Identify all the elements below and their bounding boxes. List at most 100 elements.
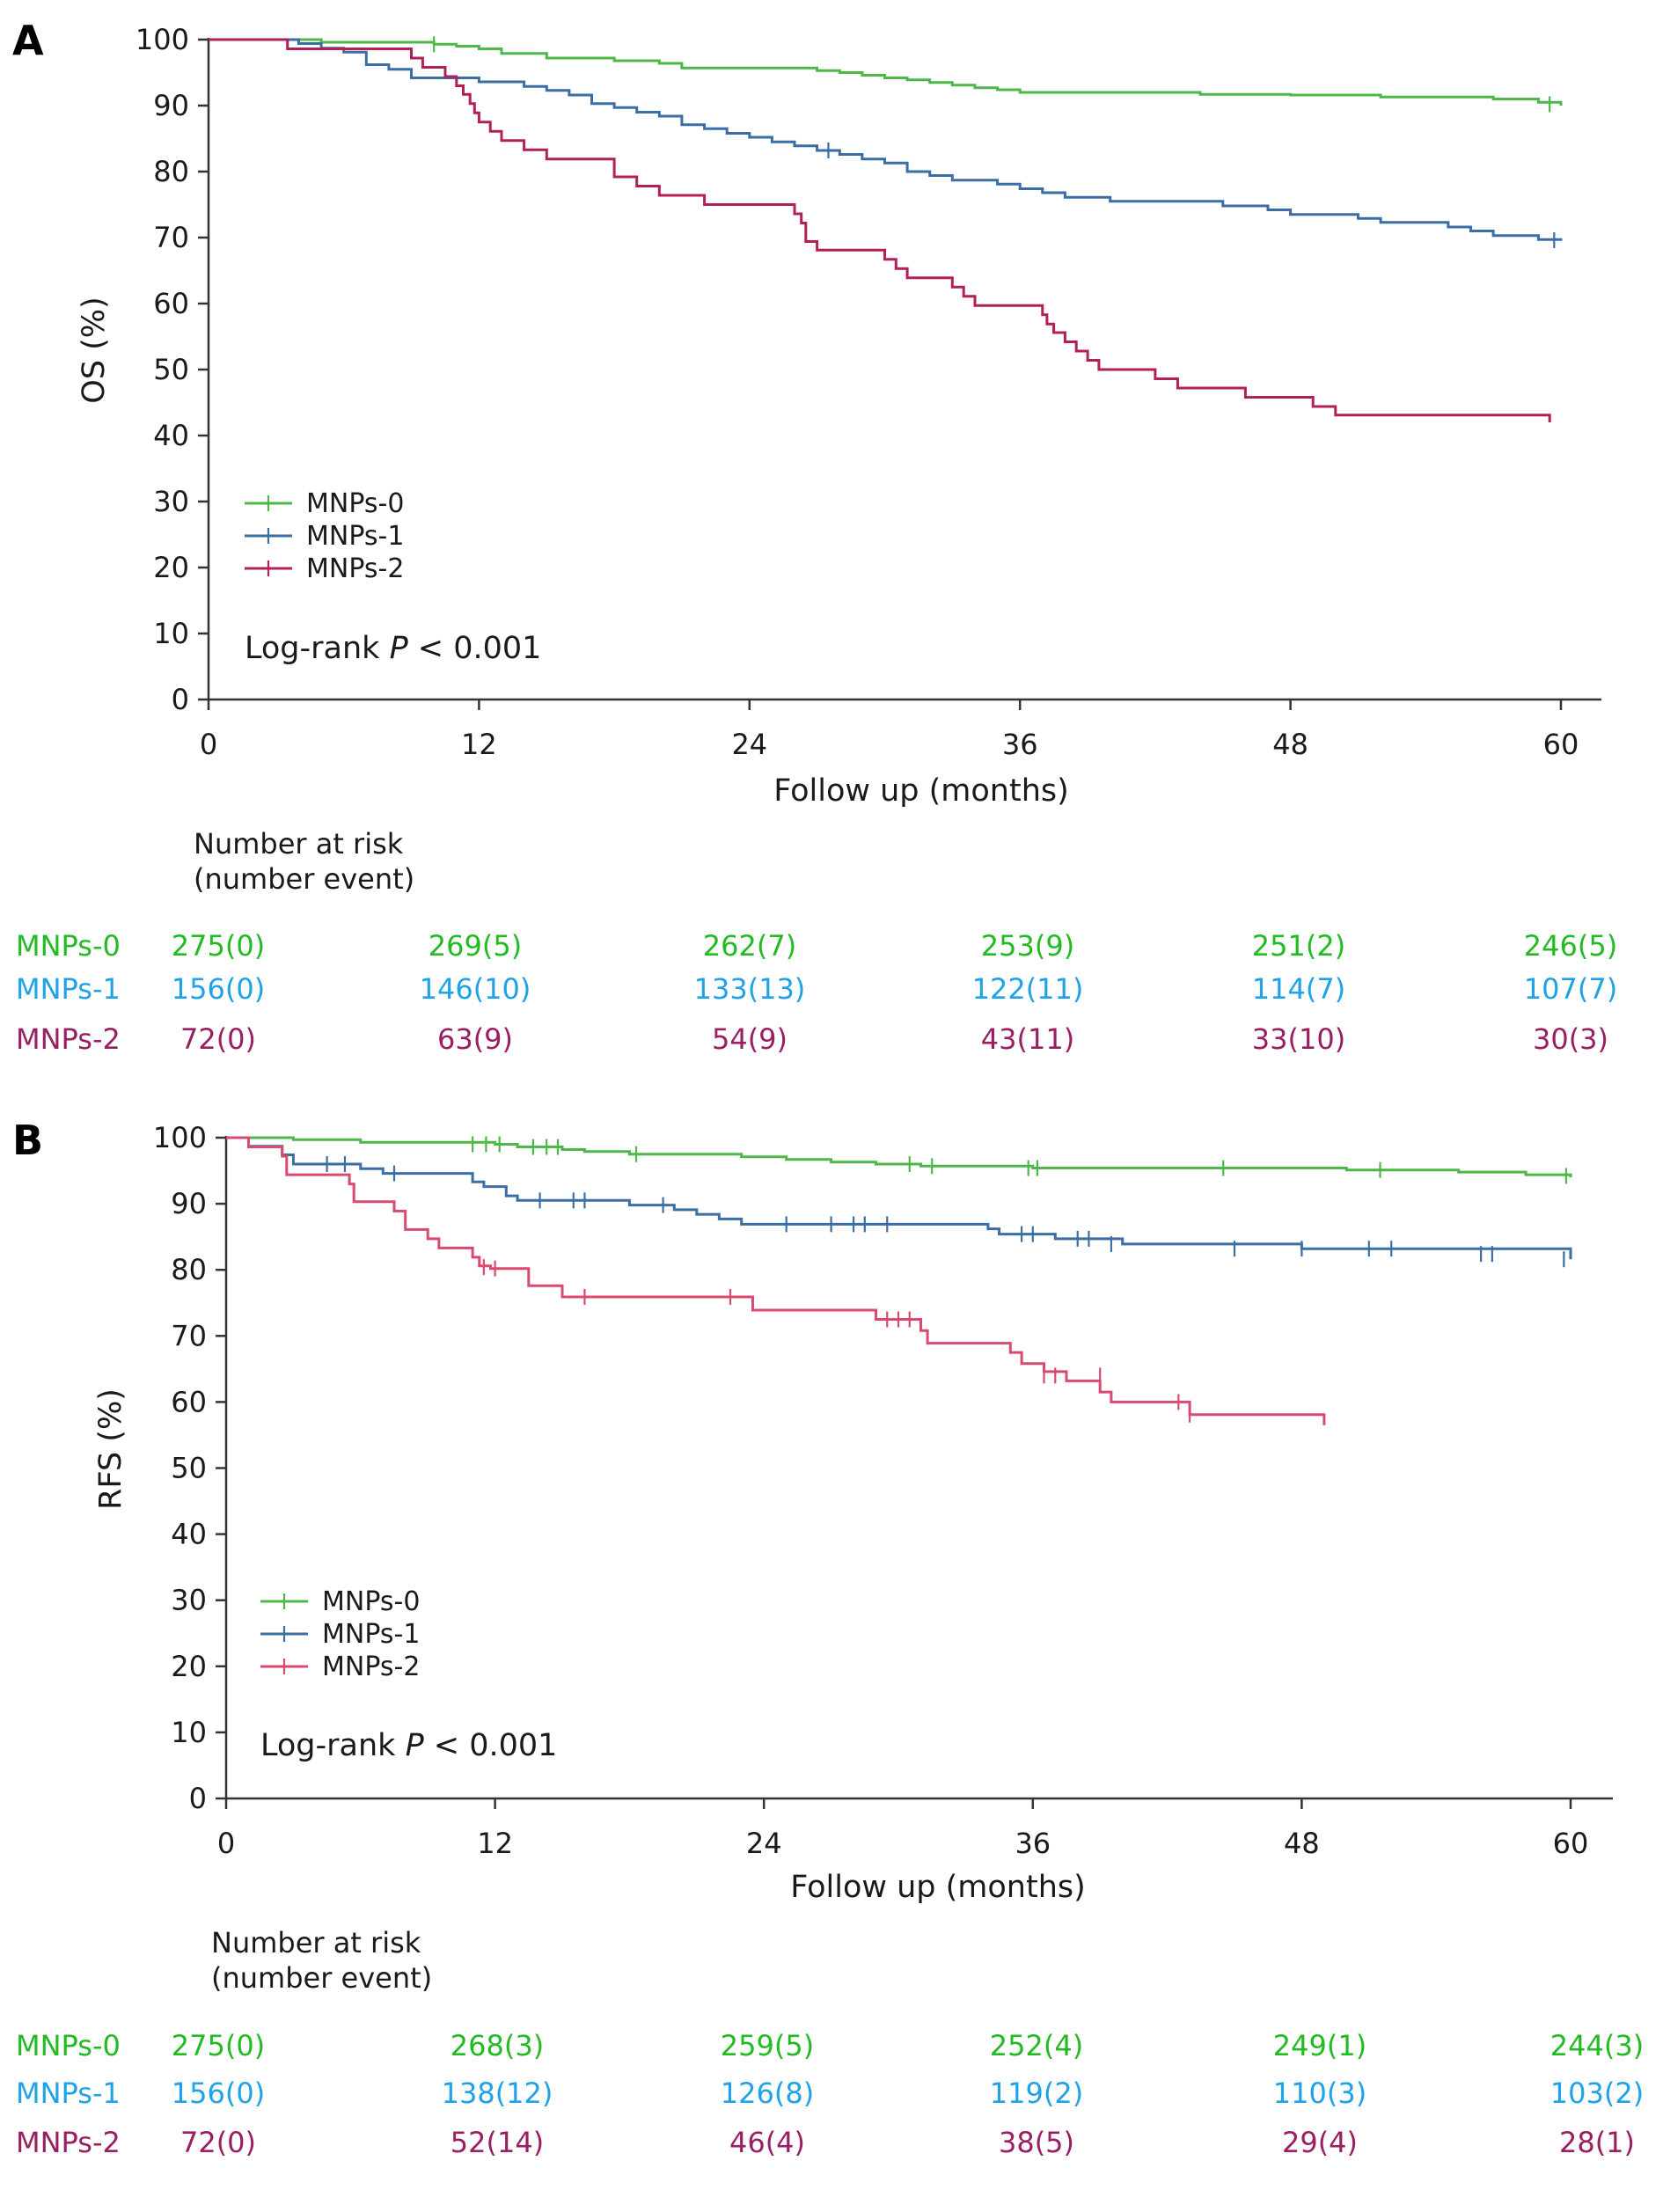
legend-label-mnps-2: MNPs-2 xyxy=(306,553,404,584)
risk-cell: 54(9) xyxy=(712,1022,788,1056)
risk-row-label: MNPs-1 xyxy=(16,972,121,1006)
y-tick-label: 50 xyxy=(171,1452,207,1485)
y-tick-label: 60 xyxy=(153,287,189,320)
series-line-mnps-2 xyxy=(226,1136,1326,1425)
panel-b-letter: B xyxy=(12,1117,43,1164)
panel-a-y-axis-title: OS (%) xyxy=(77,297,112,403)
risk-cell: 252(4) xyxy=(990,2029,1083,2062)
risk-row-label: MNPs-0 xyxy=(16,929,121,963)
risk-cell: 33(10) xyxy=(1252,1022,1345,1056)
y-tick-label: 90 xyxy=(153,89,189,122)
y-tick-label: 50 xyxy=(153,353,189,386)
y-tick-label: 40 xyxy=(153,419,189,452)
legend-label-mnps-1: MNPs-1 xyxy=(322,1619,420,1650)
y-tick-label: 70 xyxy=(171,1319,207,1352)
panel-b-y-axis-title: RFS (%) xyxy=(93,1388,128,1510)
logrank-p: P xyxy=(390,631,409,666)
risk-cell: 253(9) xyxy=(981,929,1074,963)
panel-a: A 0 10 20 30 40 50 60 70 80 90 100 0 12 24 36 48 60 MNPs-… xyxy=(12,17,1617,1056)
y-tick-label: 100 xyxy=(136,23,189,56)
risk-cell: 119(2) xyxy=(990,2076,1083,2110)
x-tick-label: 60 xyxy=(1553,1827,1589,1860)
panel-b: B 0 10 20 30 40 50 60 70 80 90 100 0 12 24 36 48 60 MNPs-… xyxy=(12,1117,1644,2159)
logrank-suffix: < 0.001 xyxy=(424,1728,558,1763)
legend-label-mnps-0: MNPs-0 xyxy=(306,488,404,519)
y-tick-label: 90 xyxy=(171,1187,207,1220)
y-tick-label: 100 xyxy=(153,1121,207,1154)
risk-cell: 110(3) xyxy=(1273,2076,1366,2110)
y-tick-label: 30 xyxy=(171,1584,207,1617)
panel-a-x-axis-title: Follow up (months) xyxy=(773,773,1069,809)
logrank-p: P xyxy=(406,1728,425,1763)
risk-cell: 72(0) xyxy=(180,2126,256,2159)
series-line-mnps-1 xyxy=(209,38,1563,241)
risk-row-label: MNPs-1 xyxy=(16,2076,121,2110)
risk-cell: 275(0) xyxy=(172,929,265,963)
risk-cell: 122(11) xyxy=(972,972,1084,1006)
legend-label-mnps-1: MNPs-1 xyxy=(306,521,404,552)
y-tick-label: 20 xyxy=(171,1650,207,1683)
panel-a-letter: A xyxy=(12,17,44,64)
y-tick-label: 80 xyxy=(153,155,189,188)
y-tick-label: 60 xyxy=(171,1385,207,1418)
risk-cell: 259(5) xyxy=(721,2029,814,2062)
x-tick-label: 12 xyxy=(461,728,497,761)
risk-cell: 262(7) xyxy=(703,929,796,963)
risk-cell: 28(1) xyxy=(1559,2126,1635,2159)
series-line-mnps-0 xyxy=(226,1136,1572,1178)
risk-cell: 244(3) xyxy=(1550,2029,1644,2062)
y-tick-label: 10 xyxy=(171,1716,207,1749)
y-tick-label: 0 xyxy=(172,683,189,716)
risk-cell: 126(8) xyxy=(721,2076,814,2110)
panel-b-logrank-annotation: Log-rank P < 0.001 xyxy=(260,1728,557,1763)
risk-cell: 114(7) xyxy=(1252,972,1345,1006)
risk-cell: 72(0) xyxy=(180,1022,256,1056)
series-line-mnps-1 xyxy=(226,1136,1572,1260)
risk-cell: 107(7) xyxy=(1524,972,1617,1006)
risk-row-label: MNPs-2 xyxy=(16,1022,121,1056)
risk-cell: 30(3) xyxy=(1533,1022,1608,1056)
x-tick-label: 48 xyxy=(1272,728,1308,761)
y-tick-label: 20 xyxy=(153,551,189,584)
y-tick-label: 40 xyxy=(171,1518,207,1551)
risk-cell: 268(3) xyxy=(451,2029,544,2062)
risk-row-label: MNPs-2 xyxy=(16,2126,121,2159)
logrank-prefix: Log-rank xyxy=(260,1728,406,1763)
x-tick-label: 0 xyxy=(200,728,217,761)
risk-cell: 38(5) xyxy=(999,2126,1074,2159)
risk-cell: 249(1) xyxy=(1273,2029,1366,2062)
y-tick-label: 80 xyxy=(171,1253,207,1286)
risk-cell: 275(0) xyxy=(172,2029,265,2062)
risk-cell: 156(0) xyxy=(172,2076,265,2110)
panel-b-risk-title-line-1: Number at risk xyxy=(211,1926,421,1959)
panel-b-risk-table: MNPs-0 275(0) 268(3) 259(5) 252(4) 249(1) 244(… xyxy=(16,2029,1644,2159)
risk-cell: 251(2) xyxy=(1252,929,1345,963)
risk-cell: 156(0) xyxy=(172,972,265,1006)
y-tick-label: 10 xyxy=(153,617,189,650)
risk-row-label: MNPs-0 xyxy=(16,2029,121,2062)
logrank-suffix: < 0.001 xyxy=(408,631,542,666)
y-tick-label: 70 xyxy=(153,221,189,254)
risk-cell: 103(2) xyxy=(1550,2076,1644,2110)
risk-cell: 29(4) xyxy=(1282,2126,1358,2159)
x-tick-label: 36 xyxy=(1015,1827,1051,1860)
risk-cell: 133(13) xyxy=(694,972,806,1006)
x-tick-label: 24 xyxy=(746,1827,782,1860)
risk-cell: 46(4) xyxy=(729,2126,805,2159)
x-tick-label: 48 xyxy=(1284,1827,1320,1860)
panel-a-logrank-annotation: Log-rank P < 0.001 xyxy=(245,631,541,666)
panel-b-x-axis-title: Follow up (months) xyxy=(790,1870,1086,1905)
x-tick-label: 60 xyxy=(1543,728,1579,761)
panel-a-risk-title-line-1: Number at risk xyxy=(194,827,404,861)
panel-a-risk-title-line-2: (number event) xyxy=(194,862,414,896)
x-tick-label: 24 xyxy=(731,728,767,761)
x-tick-label: 0 xyxy=(217,1827,235,1860)
x-tick-label: 12 xyxy=(477,1827,513,1860)
risk-cell: 63(9) xyxy=(437,1022,513,1056)
panel-b-risk-title-line-2: (number event) xyxy=(211,1961,432,1995)
legend-label-mnps-2: MNPs-2 xyxy=(322,1652,420,1682)
y-tick-label: 30 xyxy=(153,485,189,518)
